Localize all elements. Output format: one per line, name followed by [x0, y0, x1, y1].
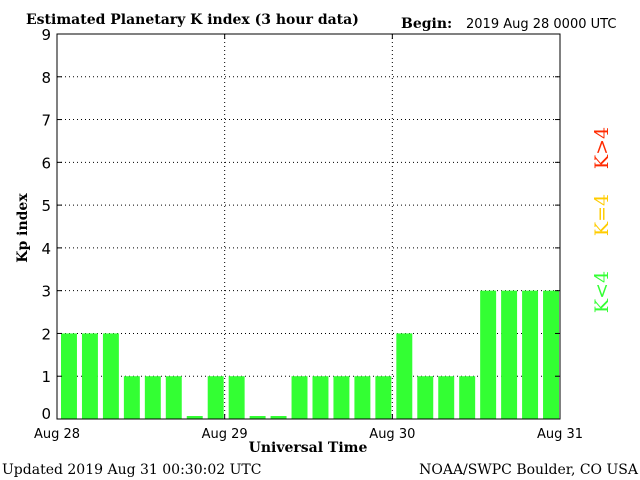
kp-bar: [61, 333, 77, 419]
bar-series: [61, 290, 559, 419]
kp-bar: [186, 416, 203, 419]
y-tick-label: 7: [41, 112, 51, 130]
x-axis-label: Universal Time: [249, 440, 368, 456]
y-tick-label: 5: [41, 197, 51, 215]
y-tick-label: 4: [41, 240, 51, 258]
chart-title: Estimated Planetary K index (3 hour data…: [26, 12, 359, 28]
kp-bar: [375, 376, 392, 419]
y-axis-ticks: 0 1 2 3 4 5 6 7 8 9: [41, 26, 560, 423]
kp-bar: [165, 376, 182, 419]
y-tick-label: 1: [41, 368, 51, 386]
kp-bar: [396, 333, 413, 419]
kp-bar: [144, 376, 161, 419]
legend: K>4 K=4 K<4: [591, 127, 613, 313]
y-tick-label: 9: [41, 26, 51, 44]
kp-bar: [291, 376, 308, 419]
kp-bar: [417, 376, 434, 419]
begin-value: 2019 Aug 28 0000 UTC: [466, 17, 616, 32]
kp-bar: [543, 290, 559, 419]
kp-bar: [249, 416, 266, 419]
kp-bar: [480, 290, 497, 419]
kp-bar: [270, 416, 287, 419]
y-tick-label: 2: [41, 325, 51, 343]
kp-bar: [207, 376, 224, 419]
kp-bar: [81, 333, 98, 419]
x-tick-label: Aug 31: [537, 427, 583, 442]
y-tick-label: 3: [41, 283, 51, 301]
kp-bar: [102, 333, 119, 419]
begin-label: Begin:: [401, 16, 452, 32]
x-tick-label: Aug 29: [202, 427, 248, 442]
plot-frame: [56, 33, 561, 420]
x-tick-label: Aug 28: [34, 427, 80, 442]
kp-bar: [354, 376, 371, 419]
kp-bar: [228, 376, 245, 419]
legend-item: K=4: [591, 194, 613, 236]
legend-item: K<4: [591, 271, 613, 313]
updated-text: Updated 2019 Aug 31 00:30:02 UTC: [2, 462, 261, 478]
kp-bar: [333, 376, 350, 419]
grid-lines: [57, 34, 560, 419]
kp-bar: [501, 290, 518, 419]
kp-bar: [459, 376, 476, 419]
kp-bar: [123, 376, 140, 419]
kp-bar: [522, 290, 539, 419]
y-tick-label: 8: [41, 69, 51, 87]
x-axis-ticks: Aug 28 Aug 29 Aug 30 Aug 31: [34, 34, 583, 442]
source-text: NOAA/SWPC Boulder, CO USA: [419, 462, 639, 478]
y-tick-label: 0: [41, 405, 51, 423]
x-tick-label: Aug 30: [369, 427, 415, 442]
kp-bar: [312, 376, 329, 419]
legend-item: K>4: [591, 127, 613, 169]
kp-bar: [438, 376, 455, 419]
y-axis-label: Kp index: [15, 193, 31, 263]
y-tick-label: 6: [41, 154, 51, 172]
